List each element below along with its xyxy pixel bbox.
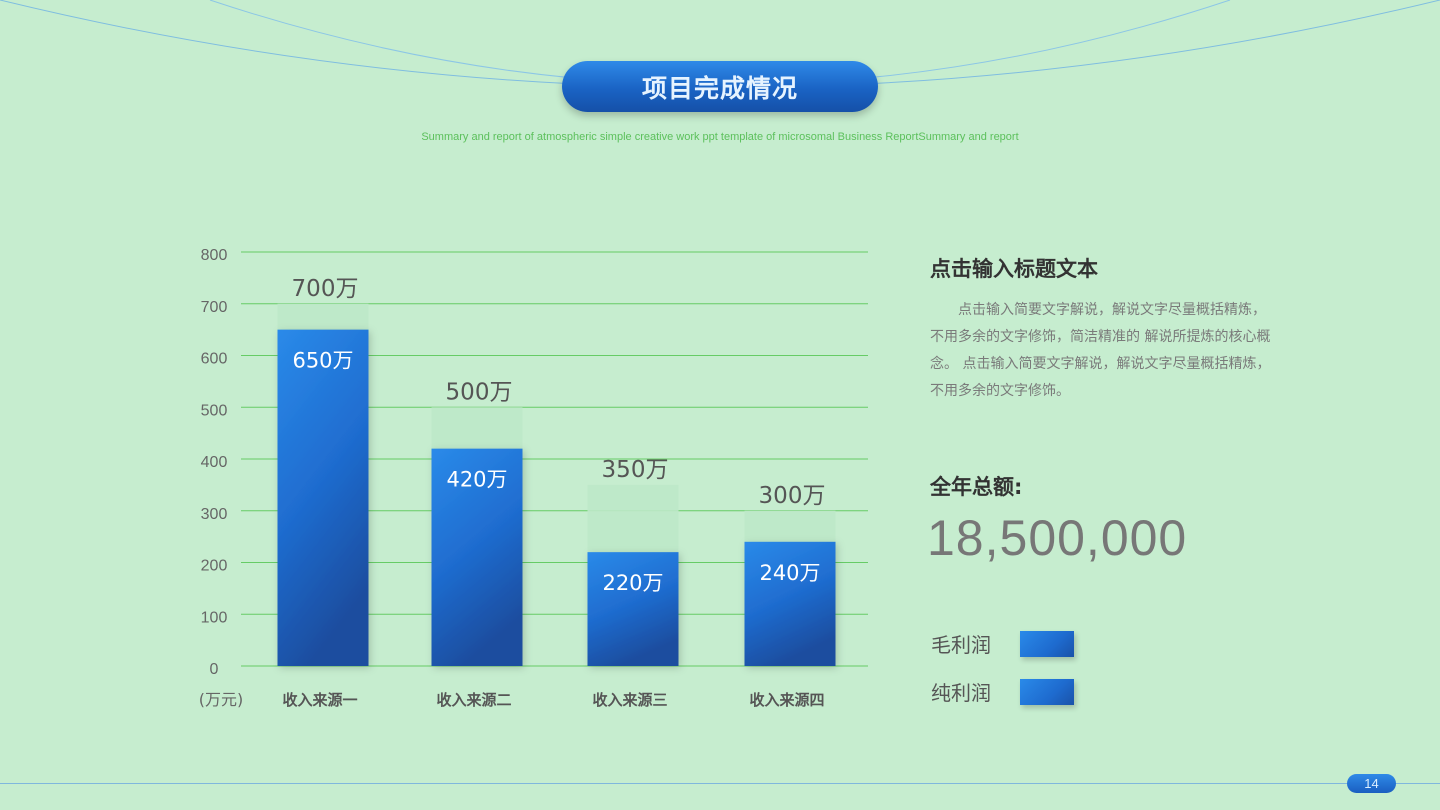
- x-category-label: 收入来源三: [592, 691, 667, 709]
- footer-divider: [0, 783, 1440, 784]
- page-number: 14: [1347, 774, 1396, 793]
- y-tick-label: 200: [201, 558, 228, 575]
- bar-net: [431, 448, 523, 666]
- y-tick-label: 500: [201, 402, 228, 419]
- y-tick-label: 700: [201, 299, 228, 316]
- x-category-label: 收入来源四: [749, 691, 824, 709]
- legend-swatch: [1020, 678, 1074, 705]
- x-category-label: 收入来源一: [282, 691, 357, 709]
- bar-net: [587, 552, 679, 666]
- y-tick-label: 600: [201, 351, 228, 368]
- data-label-total: 500万: [446, 379, 513, 405]
- y-tick-label: 300: [201, 506, 228, 523]
- legend-label: 纯利润: [931, 681, 991, 705]
- y-tick-label: 0: [210, 661, 219, 678]
- page-subtitle: Summary and report of atmospheric simple…: [421, 131, 1019, 143]
- y-tick-label: 400: [201, 454, 228, 471]
- data-label-net: 240万: [759, 561, 820, 585]
- right-panel-body: 点击输入简要文字解说，解说文字尽量概括精炼，不用多余的文字修饰，简洁精准的 解说…: [930, 302, 1271, 399]
- legend-swatch: [1020, 630, 1074, 657]
- x-category-label: 收入来源二: [436, 691, 511, 709]
- data-label-net: 220万: [602, 571, 663, 595]
- data-label-net: 420万: [446, 468, 507, 492]
- data-label-total: 350万: [602, 457, 669, 483]
- total-value: 18,500,000: [927, 510, 1188, 566]
- legend-label: 毛利润: [931, 633, 991, 657]
- y-tick-label: 800: [201, 247, 228, 264]
- bar-net: [277, 329, 369, 666]
- total-label: 全年总额:: [930, 475, 1023, 499]
- y-tick-label: 100: [201, 609, 228, 626]
- bar-chart: 0 100 200 300 400 500 600 700 800 (万元) 700万 650万收入…: [199, 247, 868, 709]
- data-label-total: 700万: [292, 276, 359, 302]
- data-label-total: 300万: [759, 483, 826, 509]
- legend-item-net-profit: 纯利润: [931, 677, 1074, 706]
- page-title: 项目完成情况: [562, 61, 878, 112]
- legend-item-gross-profit: 毛利润: [931, 629, 1074, 658]
- data-label-net: 650万: [292, 349, 353, 373]
- bar-net: [744, 541, 836, 666]
- y-axis-unit-label: (万元): [199, 690, 244, 709]
- right-panel-title: 点击输入标题文本: [930, 257, 1098, 281]
